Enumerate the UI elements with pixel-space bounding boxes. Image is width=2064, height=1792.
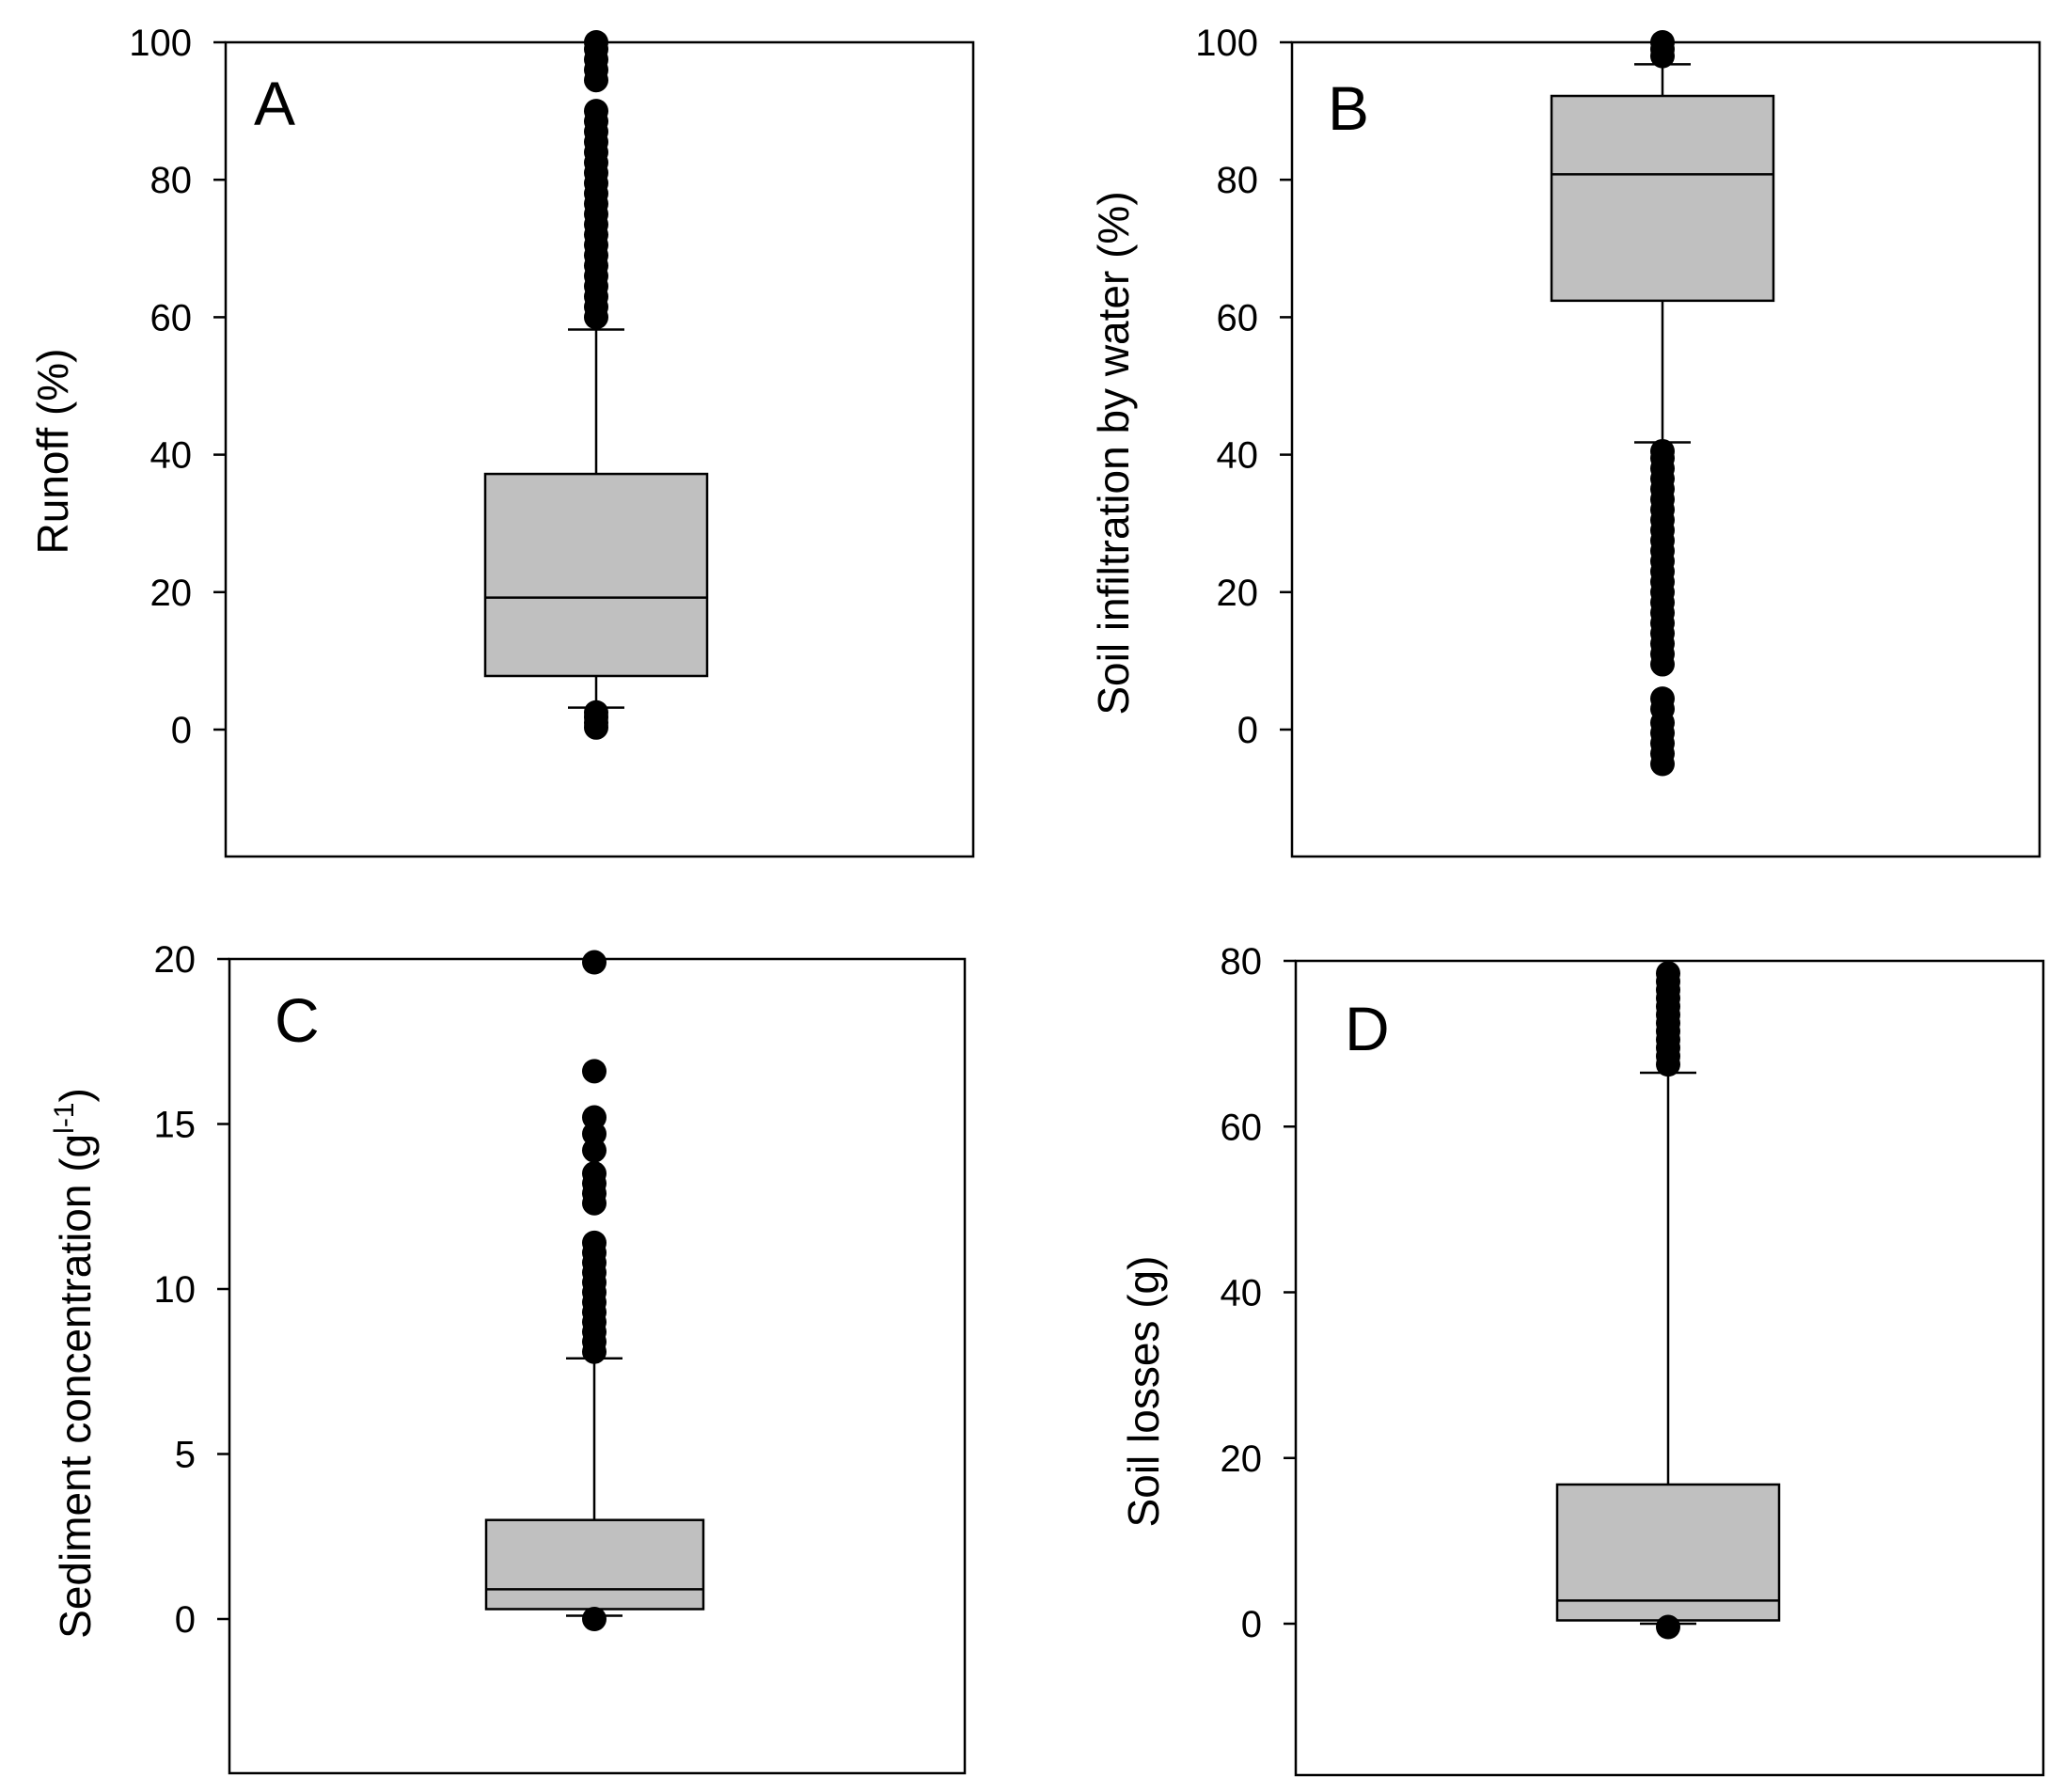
panel-c-y-tick-label: 0 — [175, 1599, 196, 1641]
panel-d-y-axis-label: Soil losses (g) — [1119, 1256, 1168, 1528]
panel-a-y-axis-label: Runoff (%) — [28, 348, 77, 554]
panel-d-y-tick-label: 80 — [1221, 941, 1263, 982]
panel-b-y-tick-label: 60 — [1217, 297, 1259, 338]
panel-c-y-tick-label: 5 — [175, 1435, 196, 1476]
panel-c-iqr-box — [484, 1518, 705, 1611]
panel-d-y-tick-label: 60 — [1221, 1107, 1263, 1148]
panel-a-y-tick-label: 100 — [129, 23, 192, 64]
panel-c-y-axis-label-end: ) — [51, 1088, 100, 1102]
panel-c-y-axis-label-main: Sediment concentration (g — [51, 1134, 100, 1639]
panel-b-marks — [1550, 30, 1775, 777]
panel-b-y-tick-label: 0 — [1237, 710, 1258, 751]
panel-b-y-tick-label: 100 — [1195, 23, 1258, 64]
panel-b: B Soil infiltration by water (%) 0 20 40 60… — [1089, 23, 2041, 858]
panel-c: C Sediment concentration (gl-1) 0 5 10 15 20 — [49, 939, 967, 1775]
panel-a-outlier-point — [584, 700, 608, 725]
panel-b-y-tick-label: 40 — [1217, 435, 1259, 477]
panel-b-y-tick-label: 20 — [1217, 573, 1259, 614]
panel-c-y-tick-label: 10 — [154, 1269, 197, 1311]
panel-c-outlier-point — [582, 1230, 607, 1255]
panel-b-y-axis-label: Soil infiltration by water (%) — [1089, 191, 1138, 715]
panel-a-y-ticks: 0 20 40 60 80 100 — [129, 23, 226, 751]
panel-b-outlier-point — [1650, 686, 1675, 712]
panel-d-marks — [1555, 961, 1781, 1640]
panel-a-label: A — [254, 69, 295, 138]
panel-b-y-ticks: 0 20 40 60 80 100 — [1195, 23, 1292, 751]
panel-a-y-tick-label: 80 — [150, 160, 193, 201]
panel-c-outlier-point — [582, 1161, 607, 1187]
panel-d-frame — [1294, 959, 2045, 1777]
panel-a-iqr-box — [483, 472, 709, 678]
panel-c-outlier-point — [582, 1607, 607, 1631]
panel-a-y-tick-label: 60 — [150, 297, 193, 338]
panel-d-y-tick-label: 20 — [1221, 1438, 1263, 1480]
panel-a-marks — [483, 30, 709, 740]
panel-b-y-tick-label: 80 — [1217, 160, 1259, 201]
panel-d-y-ticks: 0 20 40 60 80 — [1221, 941, 1296, 1645]
panel-a: A Runoff (%) 0 20 40 60 80 100 — [28, 23, 975, 858]
panel-c-label: C — [275, 985, 320, 1055]
panel-d-label: D — [1345, 994, 1390, 1063]
panel-d: D Soil losses (g) 0 20 40 60 80 — [1119, 941, 2045, 1777]
panel-c-y-axis-label-sup: l-1 — [49, 1103, 80, 1134]
panel-a-y-tick-label: 0 — [171, 710, 192, 751]
panel-d-outlier-point — [1656, 961, 1680, 986]
panel-d-y-tick-label: 40 — [1221, 1273, 1263, 1314]
panel-c-y-ticks: 0 5 10 15 20 — [154, 939, 229, 1641]
panel-c-y-tick-label: 15 — [154, 1105, 197, 1146]
panel-d-outlier-point — [1656, 1614, 1680, 1640]
panel-a-y-tick-label: 40 — [150, 435, 193, 477]
panel-c-outlier-point — [582, 1105, 607, 1130]
panel-a-y-tick-label: 20 — [150, 573, 193, 614]
panel-a-outlier-point — [584, 30, 608, 55]
panel-c-y-tick-label: 20 — [154, 939, 197, 981]
panel-c-outlier-point — [582, 950, 607, 975]
panel-b-outlier-point — [1650, 438, 1675, 464]
panel-c-y-axis-label: Sediment concentration (gl-1) — [49, 1088, 100, 1639]
panel-d-y-tick-label: 0 — [1241, 1604, 1262, 1645]
panel-c-marks — [484, 950, 705, 1631]
panel-b-iqr-box — [1550, 94, 1775, 303]
panel-a-outlier-point — [584, 99, 608, 124]
panel-b-outlier-point — [1650, 30, 1675, 55]
panel-b-label: B — [1328, 73, 1369, 143]
panel-c-outlier-point — [582, 1059, 607, 1084]
